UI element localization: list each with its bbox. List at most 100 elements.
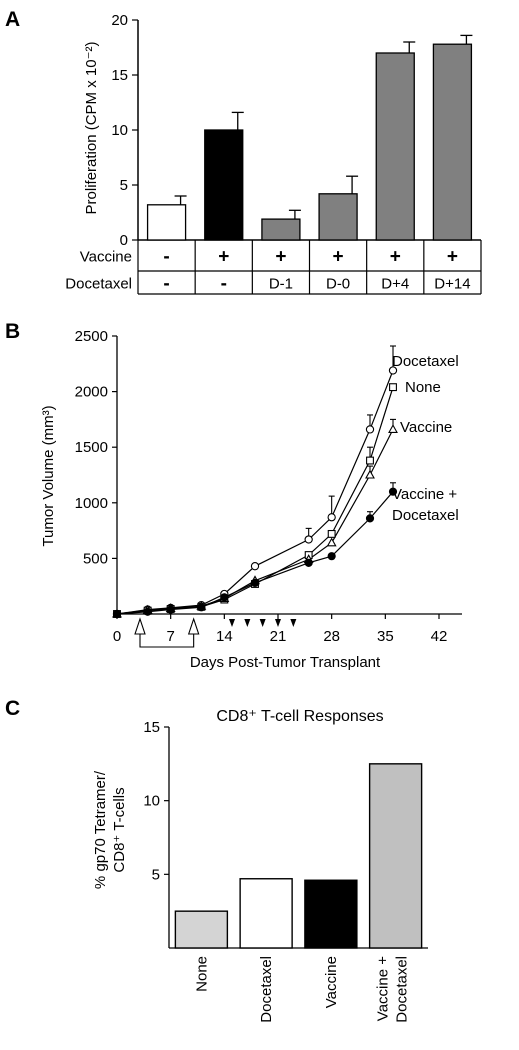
panel-b-x-axis-label: Days Post-Tumor Transplant (190, 654, 381, 671)
table-cell: D-0 (326, 276, 350, 293)
series-label: Docetaxel (392, 507, 459, 524)
x-tick-label-line: None (193, 956, 210, 992)
table-cell: D-1 (269, 276, 293, 293)
bar (368, 763, 423, 949)
point (143, 607, 152, 616)
bar (318, 193, 358, 241)
x-tick-label: 21 (270, 628, 287, 645)
point (327, 529, 336, 538)
series-label: None (405, 379, 441, 396)
table-row-label: Vaccine (80, 249, 132, 266)
bar (261, 218, 301, 241)
bar (146, 204, 187, 241)
y-tick-label: 1000 (75, 495, 108, 512)
x-tick-label: 42 (431, 628, 448, 645)
panel-b-series-labels: Docetaxel None Vaccine Vaccine + Docetaxel (392, 353, 459, 524)
table-cell: D+14 (434, 276, 470, 293)
panel-b: B Tumor Volume (mm³) Days Post-Tumor Tra… (5, 320, 462, 671)
panel-c-bars: None Docetaxel Vaccine Vaccine + Docetaxel (174, 763, 423, 1023)
y-tick-label: 15 (111, 67, 128, 84)
bar (204, 129, 244, 241)
y-tick-label: 5 (152, 866, 160, 883)
bar (174, 910, 229, 949)
panel-a-y-axis-label: Proliferation (CPM x 10⁻²) (83, 42, 100, 215)
x-tick-label: Docetaxel (258, 956, 275, 1023)
point (388, 366, 398, 375)
panel-b-axes: 500 1000 1500 2000 2500 0 7 14 21 28 35 42 (75, 328, 462, 648)
panel-a-bars (146, 34, 473, 241)
point (250, 578, 260, 587)
x-tick-label: Vaccine (323, 956, 340, 1008)
x-tick-label: Vaccine + Docetaxel (375, 956, 411, 1023)
table-row-label: Docetaxel (65, 276, 132, 293)
docetaxel-arrowhead-icon (290, 619, 297, 627)
point (388, 424, 398, 433)
panel-b-y-axis-label: Tumor Volume (mm³) (40, 405, 57, 546)
table-cell: - (163, 247, 169, 268)
table-cell: + (390, 247, 401, 268)
y-tick-label: 10 (111, 122, 128, 139)
vaccine-arrow-icon (187, 617, 200, 635)
point (326, 537, 337, 547)
table-cell: + (275, 247, 286, 268)
x-tick-label: 0 (113, 628, 121, 645)
panel-b-label: B (5, 320, 20, 343)
x-tick-label: 7 (166, 628, 174, 645)
y-tick-label: 2000 (75, 384, 108, 401)
panel-c-label: C (5, 697, 20, 720)
point (366, 456, 374, 465)
point (197, 603, 206, 612)
x-tick-label-line: Docetaxel (394, 956, 411, 1023)
vaccine-arrow-icon (134, 617, 146, 635)
panel-c-y-axis-label-line2: CD8⁺ T-cells (111, 787, 128, 872)
series-label: Vaccine + (392, 486, 457, 503)
bar (375, 52, 415, 241)
panel-b-series (112, 345, 398, 619)
series-label: Vaccine (400, 419, 452, 436)
x-tick-label: None (193, 956, 210, 992)
table-cell: D+4 (381, 276, 409, 293)
docetaxel-arrowhead-icon (275, 619, 281, 627)
x-tick-label: 35 (377, 628, 394, 645)
y-tick-label: 15 (143, 719, 160, 736)
table-cell: - (221, 274, 227, 295)
table-cell: - (163, 274, 169, 295)
point (365, 469, 375, 479)
y-tick-label: 0 (120, 232, 128, 249)
point (389, 383, 397, 392)
x-tick-label-line: Vaccine + (375, 956, 392, 1021)
y-tick-label: 2500 (75, 328, 108, 345)
point (365, 425, 375, 434)
x-tick-label-line: Vaccine (323, 956, 340, 1008)
table-cell: + (218, 247, 229, 268)
point (220, 593, 229, 602)
x-tick-label: 28 (323, 628, 340, 645)
x-tick-label: 14 (216, 628, 233, 645)
table-cell: + (333, 247, 344, 268)
panel-c-y-axis-label-line1: % gp70 Tetramer/ (92, 770, 109, 889)
point (365, 514, 375, 523)
point (112, 609, 122, 619)
vaccine-bracket (139, 634, 195, 648)
docetaxel-arrowhead-icon (229, 619, 235, 627)
point (166, 605, 175, 614)
docetaxel-arrowhead-icon (244, 619, 251, 627)
panel-a: A Proliferation (CPM x 10⁻²) 0 5 10 15 20 Va… (5, 8, 482, 295)
panel-a-treatment-table: Vaccine - + + + + + Docetaxel - - D-1 D-0 D+4 D+14 (65, 240, 482, 295)
y-tick-label: 10 (143, 793, 160, 810)
table-cell: + (447, 247, 458, 268)
panel-c: C CD8⁺ T-cell Responses % gp70 Tetramer/… (5, 697, 428, 1023)
x-tick-label-line: Docetaxel (258, 956, 275, 1023)
point (250, 562, 260, 571)
panel-c-title: CD8⁺ T-cell Responses (216, 708, 383, 725)
bar (304, 879, 358, 949)
y-tick-label: 1500 (75, 439, 108, 456)
bar (239, 878, 293, 949)
point (304, 558, 313, 567)
y-tick-label: 500 (83, 550, 108, 567)
series-label: Docetaxel (392, 353, 459, 370)
series-line (116, 491, 394, 615)
point (327, 552, 336, 561)
y-tick-label: 5 (120, 177, 128, 194)
